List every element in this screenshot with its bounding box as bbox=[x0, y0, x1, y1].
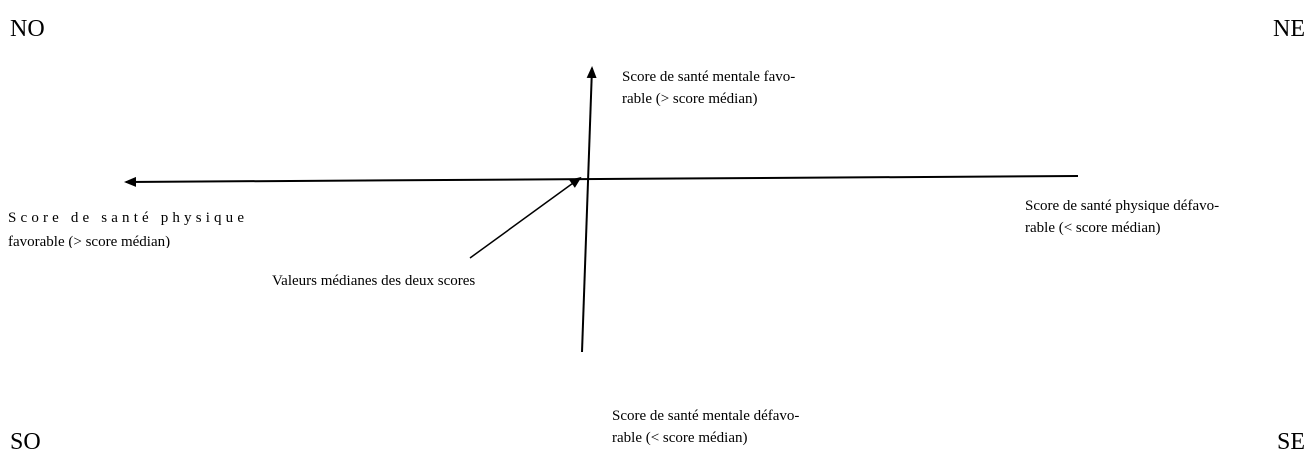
median-pointer bbox=[469, 176, 582, 259]
top-label: rable (> score médian) bbox=[622, 91, 757, 107]
corner-nw: NO bbox=[10, 16, 45, 42]
bottom-label: Score de santé mentale défavo- bbox=[612, 408, 799, 424]
corner-sw: SO bbox=[10, 429, 41, 455]
horizontal-axis bbox=[124, 175, 1079, 187]
right-label: Score de santé physique défavo- bbox=[1025, 198, 1219, 214]
right-label: rable (< score médian) bbox=[1025, 220, 1160, 236]
left-label: favorable (> score médian) bbox=[8, 234, 170, 250]
left-label: Score de santé physique bbox=[8, 210, 244, 226]
median-label: Valeurs médianes des deux scores bbox=[272, 273, 475, 289]
vertical-axis bbox=[581, 66, 597, 353]
corner-ne: NE bbox=[1273, 16, 1305, 42]
top-label: Score de santé mentale favo- bbox=[622, 69, 795, 85]
bottom-label: rable (< score médian) bbox=[612, 430, 747, 446]
corner-se: SE bbox=[1277, 429, 1305, 455]
